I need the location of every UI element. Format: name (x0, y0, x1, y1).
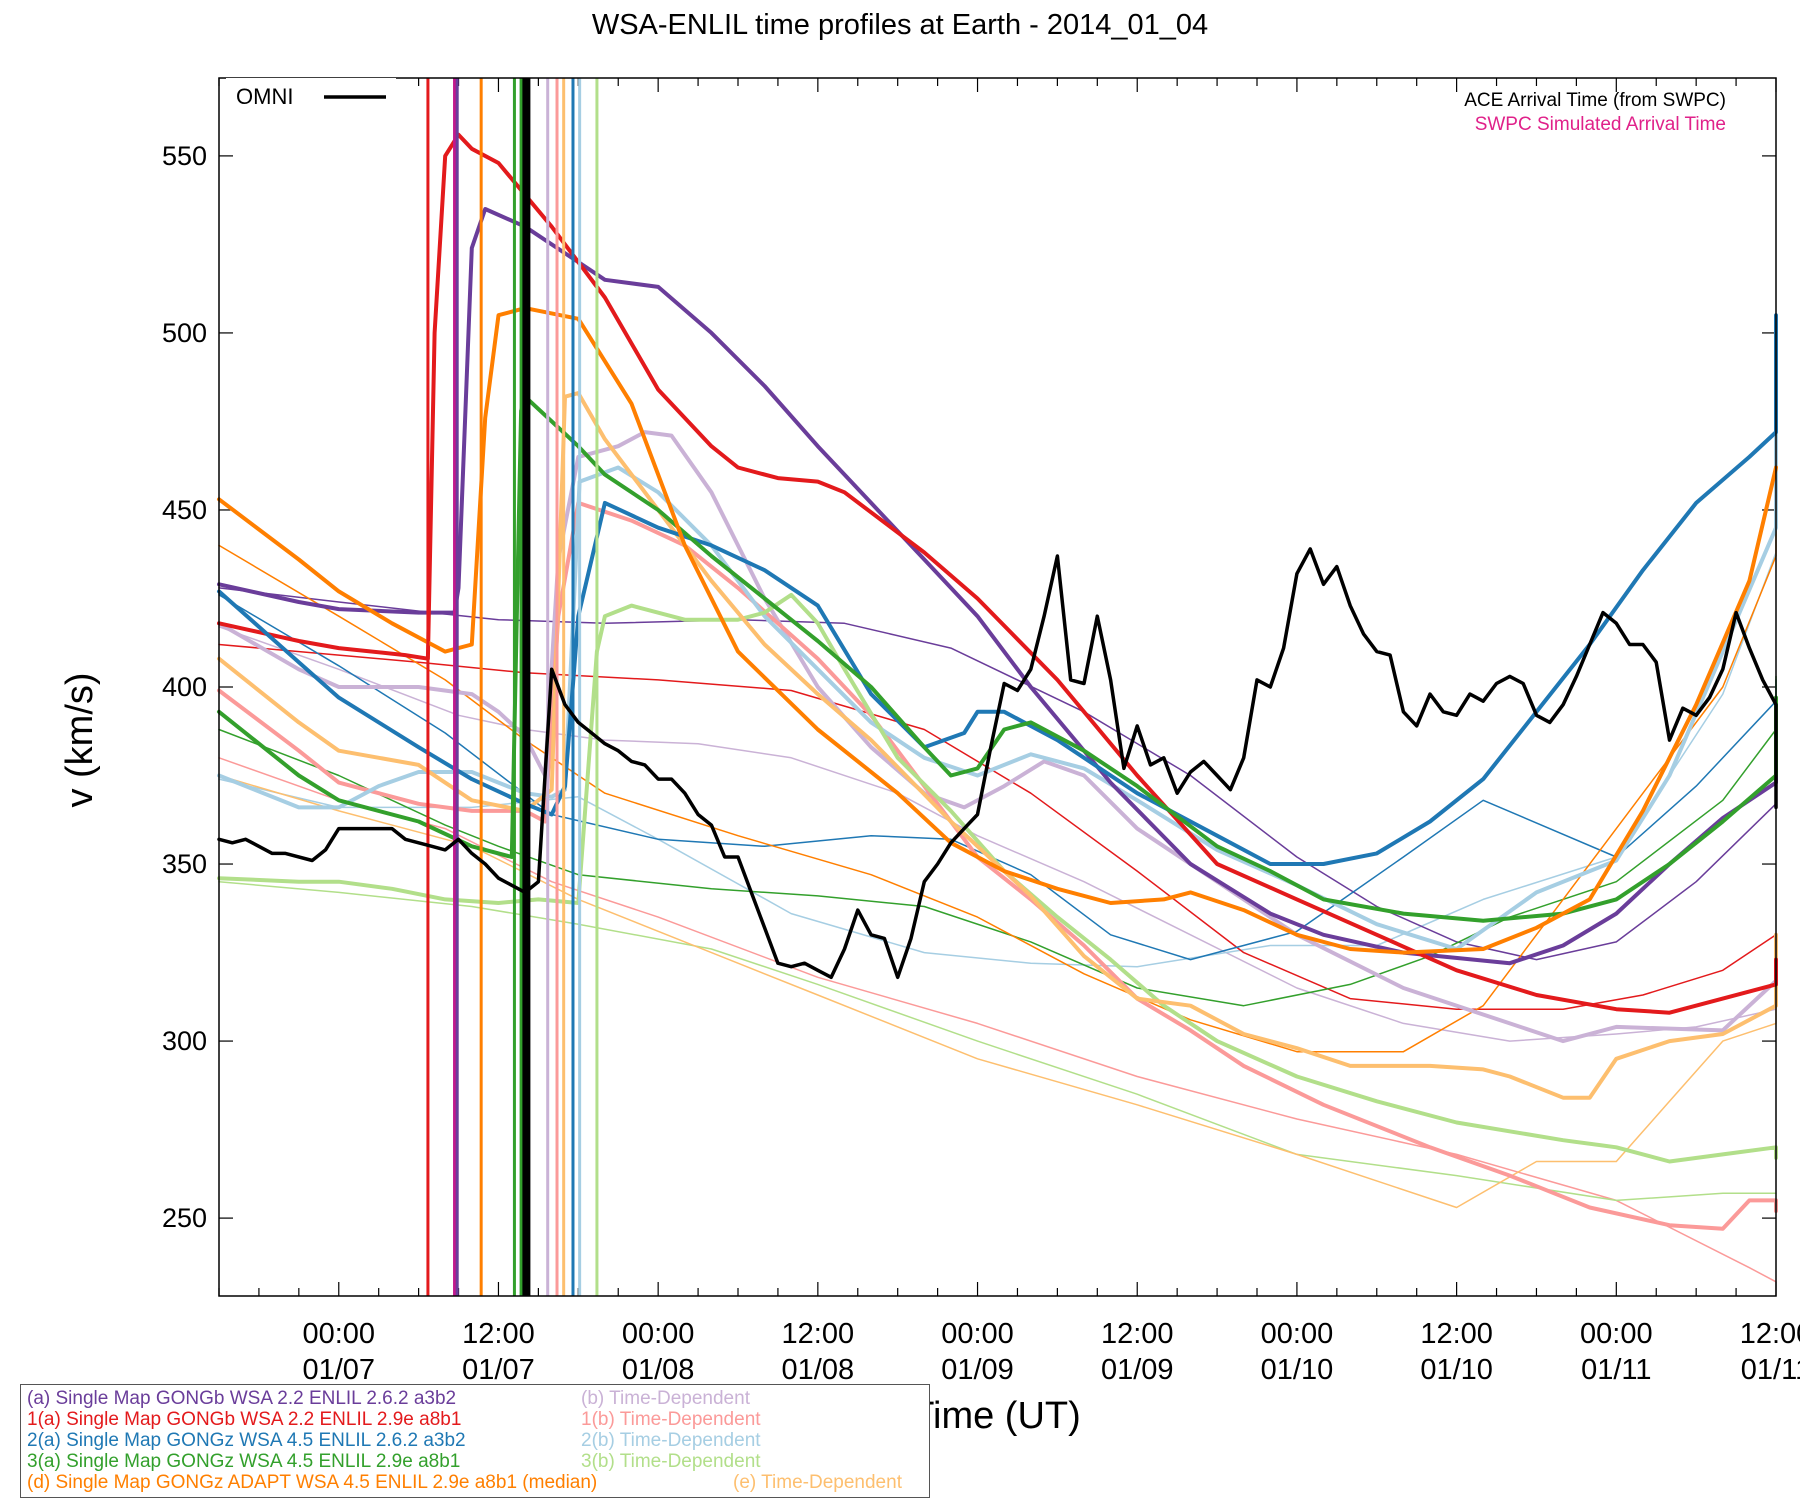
series-thin-b-lavender (218, 626, 1777, 1042)
plot-frame (218, 77, 1777, 1297)
omni-key: OMNI (226, 78, 396, 110)
y-tick-label: 400 (162, 672, 207, 702)
x-tick-label-date: 01/08 (622, 1354, 695, 1386)
series-thick-3a-green (217, 394, 1778, 923)
x-tick-label-date: 01/08 (782, 1354, 855, 1386)
x-tick-label-date: 01/09 (1101, 1354, 1174, 1386)
arrival-lines-layer (426, 78, 599, 1296)
y-tick-label: 500 (162, 318, 207, 348)
series-thin-e-peach (218, 774, 1777, 1209)
x-tick-label-date: 01/10 (1420, 1354, 1493, 1386)
series-thick-b-lavender (217, 430, 1778, 1044)
legend-item-2b: 2(b) Time-Dependent (581, 1430, 761, 1451)
axis-ticks: 250 300 350 400 450 500 550 00:00 01/07 12:00 01/0… (162, 78, 1800, 1386)
x-tick-label-time: 00:00 (622, 1318, 695, 1350)
x-tick-label-time: 12:00 (1101, 1318, 1174, 1350)
legend-label-2a: 2(a) Single Map GONGz WSA 4.5 ENLIL 2.6.… (27, 1430, 466, 1451)
legend-label-d: (d) Single Map GONGz ADAPT WSA 4.5 ENLIL… (27, 1472, 598, 1493)
series-thick-2b-lightblue (217, 394, 1778, 951)
legend-label-3b: 3(b) Time-Dependent (581, 1451, 761, 1472)
legend: (a) Single Map GONGb WSA 2.2 ENLIL 2.6.2… (20, 1384, 930, 1498)
legend-item-1a: 1(a) Single Map GONGb WSA 2.2 ENLIL 2.9e… (27, 1409, 461, 1430)
chart-title: WSA-ENLIL time profiles at Earth - 2014_… (592, 9, 1208, 41)
x-tick-label-time: 12:00 (462, 1318, 535, 1350)
x-tick-label-date: 01/11 (1741, 1354, 1800, 1386)
y-tick-label: 350 (162, 849, 207, 879)
series-thick-e-peach (217, 391, 1778, 1100)
legend-label-1a: 1(a) Single Map GONGb WSA 2.2 ENLIL 2.9e… (27, 1409, 462, 1430)
legend-item-d: (d) Single Map GONGz ADAPT WSA 4.5 ENLIL… (27, 1472, 597, 1493)
legend-label-3a: 3(a) Single Map GONGz WSA 4.5 ENLIL 2.9e… (27, 1451, 461, 1472)
y-axis-label: v (km/s) (59, 672, 101, 807)
legend-label-e: (e) Time-Dependent (733, 1472, 902, 1493)
series-thick-d-orange (217, 306, 1778, 955)
series-thick-2a-blue (217, 313, 1778, 866)
legend-label-b: (b) Time-Dependent (581, 1388, 750, 1409)
legend-item-e: (e) Time-Dependent (733, 1472, 902, 1493)
x-tick-label-time: 00:00 (941, 1318, 1014, 1350)
series-omni (217, 547, 1778, 980)
legend-item-3a: 3(a) Single Map GONGz WSA 4.5 ENLIL 2.9e… (27, 1451, 460, 1472)
series-thin-d-orange (218, 466, 1777, 1053)
y-tick-label: 450 (162, 495, 207, 525)
x-tick-label-time: 12:00 (1740, 1318, 1800, 1350)
x-tick-label-time: 00:00 (302, 1318, 375, 1350)
x-tick-label-date: 01/07 (302, 1354, 375, 1386)
x-tick-label-date: 01/10 (1261, 1354, 1334, 1386)
ace-arrival-annotation: ACE Arrival Time (from SWPC) (1464, 90, 1726, 111)
legend-item-1b: 1(b) Time-Dependent (581, 1409, 761, 1430)
x-tick-label-date: 01/11 (1581, 1354, 1651, 1386)
legend-item-3b: 3(b) Time-Dependent (581, 1451, 761, 1472)
series-thick-1a-red (217, 132, 1778, 1015)
legend-item-b: (b) Time-Dependent (581, 1388, 750, 1409)
series-thin-3a-green (218, 675, 1777, 1007)
x-tick-label-time: 00:00 (1580, 1318, 1653, 1350)
legend-item-2a: 2(a) Single Map GONGz WSA 4.5 ENLIL 2.6.… (27, 1430, 466, 1451)
swpc-arrival-annotation: SWPC Simulated Arrival Time (1475, 114, 1726, 135)
x-tick-label-time: 12:00 (782, 1318, 855, 1350)
x-tick-label-date: 01/07 (462, 1354, 535, 1386)
x-tick-label-time: 12:00 (1420, 1318, 1493, 1350)
series-thick-3b-lightgreen (217, 592, 1778, 1164)
x-tick-label-time: 00:00 (1261, 1318, 1334, 1350)
series-thin-1a-red (218, 643, 1777, 1010)
x-axis-label: Time (UT) (911, 1395, 1081, 1437)
legend-label-a: (a) Single Map GONGb WSA 2.2 ENLIL 2.6.2… (27, 1388, 457, 1409)
series-thin-3b-lightgreen (218, 880, 1777, 1202)
legend-label-2b: 2(b) Time-Dependent (581, 1430, 761, 1451)
legend-item-a: (a) Single Map GONGb WSA 2.2 ENLIL 2.6.2… (27, 1388, 456, 1409)
y-tick-label: 550 (162, 141, 207, 171)
thin-series-layer (218, 413, 1777, 1283)
series-thin-a-purple (218, 587, 1777, 961)
series-thin-2a-blue (218, 594, 1777, 961)
y-tick-label: 250 (162, 1203, 207, 1233)
omni-key-label: OMNI (236, 84, 293, 109)
x-tick-label-date: 01/09 (941, 1354, 1014, 1386)
y-tick-label: 300 (162, 1026, 207, 1056)
legend-label-1b: 1(b) Time-Dependent (581, 1409, 761, 1430)
series-thick-a-purple (217, 207, 1778, 966)
omni-layer (217, 547, 1778, 980)
